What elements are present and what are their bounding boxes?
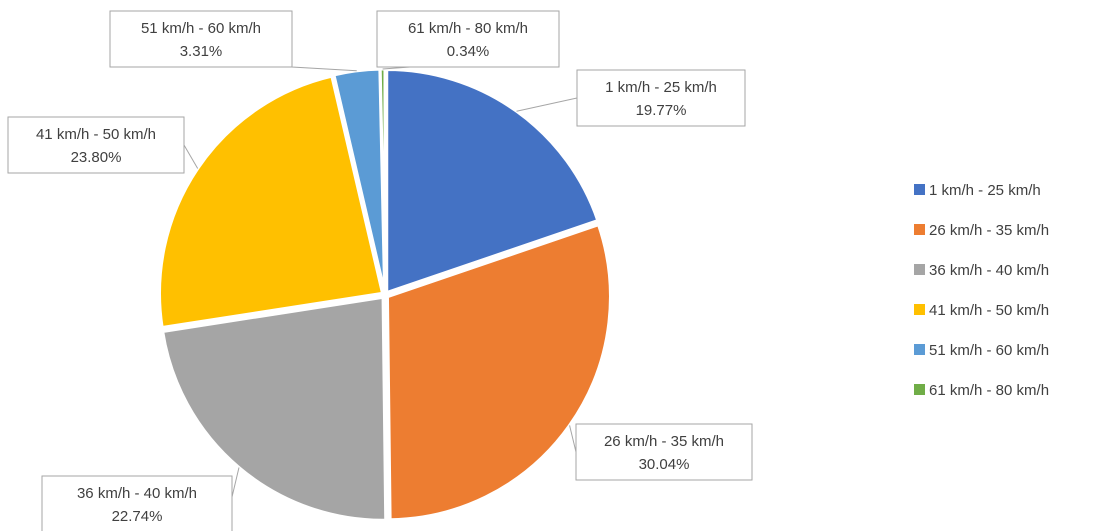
pie-slices <box>158 67 612 522</box>
legend-swatch <box>914 264 925 275</box>
legend-label: 41 km/h - 50 km/h <box>929 302 1049 319</box>
legend-label: 1 km/h - 25 km/h <box>929 182 1041 199</box>
data-label-1-km-h-25-km-h: 1 km/h - 25 km/h 19.77% <box>576 69 746 127</box>
leader-line-36-km-h-40-km-h <box>231 467 240 498</box>
data-label-51-km-h-60-km-h: 51 km/h - 60 km/h 3.31% <box>109 10 293 68</box>
data-label-category: 61 km/h - 80 km/h <box>408 20 528 37</box>
legend-label: 51 km/h - 60 km/h <box>929 342 1049 359</box>
data-label-box <box>576 69 746 127</box>
data-label-box <box>376 10 560 68</box>
data-label-box <box>109 10 293 68</box>
data-label-36-km-h-40-km-h: 36 km/h - 40 km/h 22.74% <box>41 475 233 531</box>
data-labels: 1 km/h - 25 km/h 19.77% 26 km/h - 35 km/h 3… <box>7 10 753 531</box>
leader-line-1-km-h-25-km-h <box>516 97 578 112</box>
legend-item-1-km-h-25-km-h: 1 km/h - 25 km/h <box>914 182 1041 199</box>
data-label-26-km-h-35-km-h: 26 km/h - 35 km/h 30.04% <box>575 423 753 481</box>
data-label-box <box>41 475 233 531</box>
leader-line-41-km-h-50-km-h <box>183 144 199 169</box>
legend-swatch <box>914 384 925 395</box>
legend-item-41-km-h-50-km-h: 41 km/h - 50 km/h <box>914 302 1049 319</box>
data-label-value: 3.31% <box>180 43 223 60</box>
legend-item-61-km-h-80-km-h: 61 km/h - 80 km/h <box>914 382 1049 399</box>
data-label-value: 30.04% <box>639 456 690 473</box>
data-label-value: 23.80% <box>71 149 122 166</box>
legend-swatch <box>914 224 925 235</box>
data-label-value: 0.34% <box>447 43 490 60</box>
legend-label: 36 km/h - 40 km/h <box>929 262 1049 279</box>
data-label-value: 22.74% <box>112 508 163 525</box>
data-label-category: 26 km/h - 35 km/h <box>604 433 724 450</box>
legend-swatch <box>914 184 925 195</box>
legend-swatch <box>914 304 925 315</box>
data-label-box <box>575 423 753 481</box>
data-label-category: 51 km/h - 60 km/h <box>141 20 261 37</box>
legend-label: 61 km/h - 80 km/h <box>929 382 1049 399</box>
leader-line-26-km-h-35-km-h <box>569 425 577 453</box>
legend-item-36-km-h-40-km-h: 36 km/h - 40 km/h <box>914 262 1049 279</box>
legend-swatch <box>914 344 925 355</box>
legend-item-26-km-h-35-km-h: 26 km/h - 35 km/h <box>914 222 1049 239</box>
data-label-category: 1 km/h - 25 km/h <box>605 79 717 96</box>
data-label-61-km-h-80-km-h: 61 km/h - 80 km/h 0.34% <box>376 10 560 68</box>
data-label-box <box>7 116 185 174</box>
data-label-category: 36 km/h - 40 km/h <box>77 485 197 502</box>
legend: 1 km/h - 25 km/h 26 km/h - 35 km/h 36 km/h… <box>914 182 1049 399</box>
leader-line-51-km-h-60-km-h <box>291 39 357 72</box>
data-label-category: 41 km/h - 50 km/h <box>36 126 156 143</box>
legend-label: 26 km/h - 35 km/h <box>929 222 1049 239</box>
data-label-41-km-h-50-km-h: 41 km/h - 50 km/h 23.80% <box>7 116 185 174</box>
pie-slice-41-km-h-50-km-h <box>158 74 385 330</box>
pie-slice-1-km-h-25-km-h <box>385 68 600 295</box>
data-label-value: 19.77% <box>636 102 687 119</box>
pie-slice-26-km-h-35-km-h <box>385 222 612 522</box>
legend-item-51-km-h-60-km-h: 51 km/h - 60 km/h <box>914 342 1049 359</box>
